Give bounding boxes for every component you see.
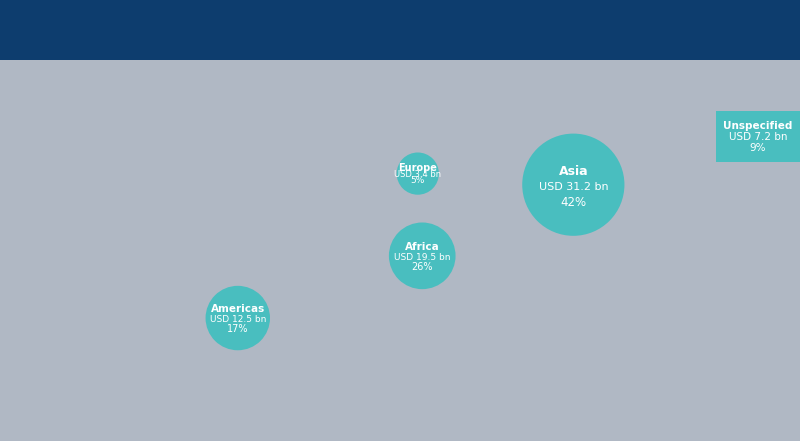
Text: Europe: Europe bbox=[398, 163, 438, 173]
Circle shape bbox=[522, 134, 625, 236]
Text: Africa: Africa bbox=[405, 242, 439, 252]
Text: 9%: 9% bbox=[750, 143, 766, 153]
Circle shape bbox=[389, 223, 455, 289]
Text: 26%: 26% bbox=[411, 262, 433, 272]
FancyBboxPatch shape bbox=[715, 112, 800, 162]
Text: Americas: Americas bbox=[210, 304, 265, 314]
Text: USD 7.2 bn: USD 7.2 bn bbox=[729, 132, 787, 142]
Text: USD 12.5 bn: USD 12.5 bn bbox=[210, 315, 266, 324]
Text: 42%: 42% bbox=[560, 196, 586, 209]
Text: USD 31.2 bn: USD 31.2 bn bbox=[538, 182, 608, 192]
Text: USD 3.4 bn: USD 3.4 bn bbox=[394, 170, 442, 179]
Text: 5%: 5% bbox=[410, 176, 425, 185]
Text: Asia: Asia bbox=[558, 164, 588, 178]
Circle shape bbox=[397, 153, 439, 195]
Circle shape bbox=[206, 286, 270, 350]
Text: Unspecified: Unspecified bbox=[723, 121, 793, 131]
Text: USD 19.5 bn: USD 19.5 bn bbox=[394, 253, 450, 262]
Text: 17%: 17% bbox=[227, 324, 249, 334]
